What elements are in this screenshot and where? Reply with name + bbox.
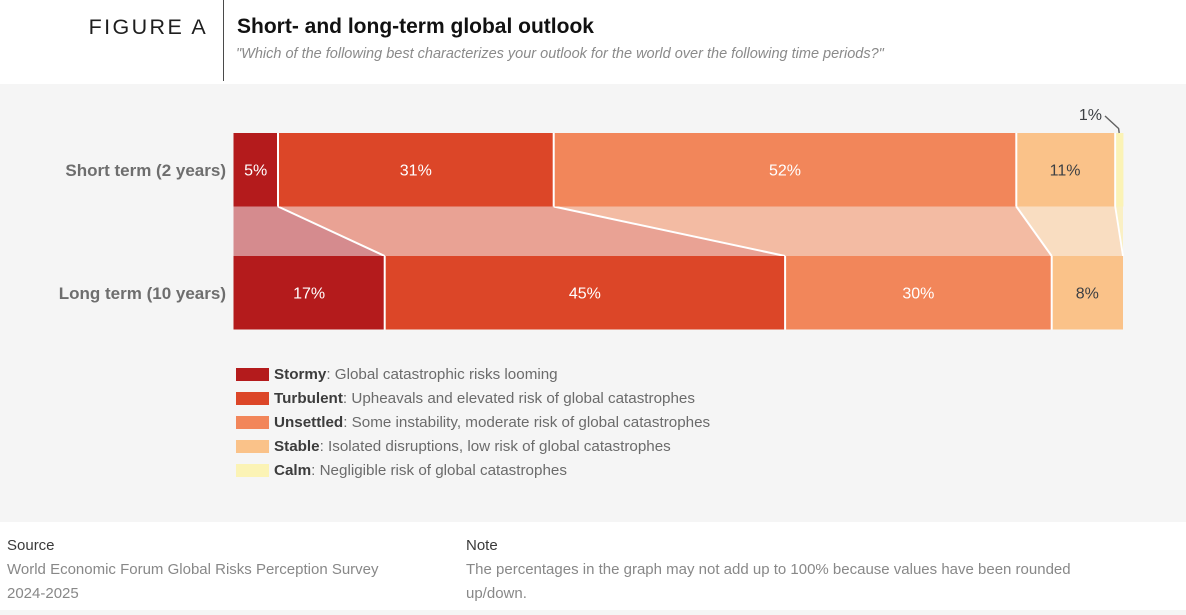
svg-text:52%: 52% — [769, 163, 801, 180]
svg-text:17%: 17% — [293, 286, 325, 303]
svg-text:8%: 8% — [1076, 286, 1099, 303]
svg-text:11%: 11% — [1050, 163, 1081, 180]
svg-text:45%: 45% — [569, 286, 601, 303]
svg-text:5%: 5% — [244, 163, 267, 180]
svg-text:1%: 1% — [1079, 107, 1102, 124]
svg-text:31%: 31% — [400, 163, 432, 180]
svg-text:30%: 30% — [902, 286, 934, 303]
